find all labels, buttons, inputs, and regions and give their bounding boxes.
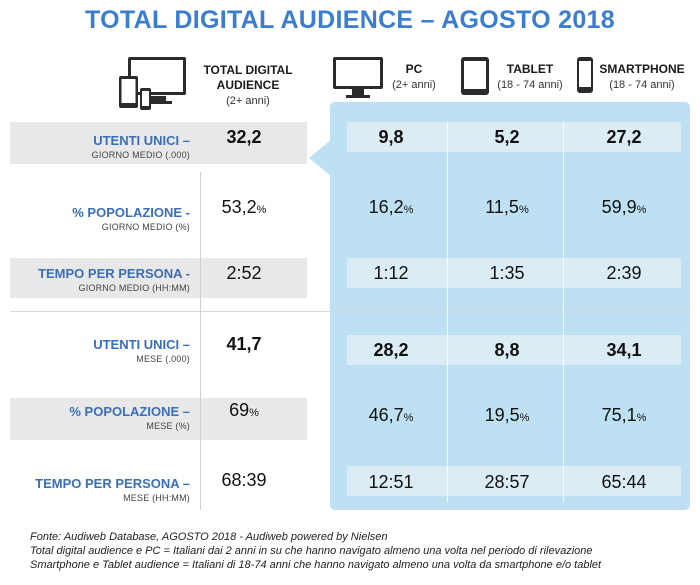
- page-title: TOTAL DIGITAL AUDIENCE – AGOSTO 2018: [85, 6, 615, 34]
- value-tablet: 19,5%: [467, 405, 547, 426]
- value-pc: 1:12: [373, 263, 409, 283]
- divider: [200, 172, 201, 510]
- value-smartphone: 27,2: [606, 127, 642, 147]
- header-pc-label: PC: [405, 62, 423, 76]
- value-total: 32,2: [226, 127, 262, 147]
- value-tablet: 28:57: [484, 472, 530, 492]
- header-pc-sub: (2+ anni): [392, 79, 436, 91]
- value-number: 75,1: [601, 405, 637, 425]
- row-sublabel: MESE (%): [146, 421, 190, 431]
- value-smartphone: 65:44: [601, 472, 647, 492]
- row-label-text: TEMPO PER PERSONA –: [35, 476, 190, 491]
- row-bg: [347, 122, 681, 152]
- panel-notch: [309, 140, 331, 176]
- smartphone-icon: [577, 57, 593, 93]
- value-tablet: 8,8: [494, 340, 520, 360]
- source-line: Fonte: Audiweb Database, AGOSTO 2018 - A…: [30, 531, 388, 543]
- header-total-sub: (2+ anni): [226, 95, 270, 107]
- value-total: 2:52: [226, 263, 262, 283]
- row-label-text: UTENTI UNICI –: [93, 133, 190, 148]
- divider: [447, 122, 448, 502]
- divider: [563, 122, 564, 502]
- source-notes: Fonte: Audiweb Database, AGOSTO 2018 - A…: [30, 530, 690, 572]
- header-pc: PC (2+ anni): [389, 62, 439, 93]
- row-label-tempo-mese: TEMPO PER PERSONA – MESE (HH:MM): [10, 476, 190, 506]
- value-unit: %: [636, 204, 647, 216]
- value-unit: %: [256, 204, 267, 216]
- header-smartphone-label: SMARTPHONE: [599, 62, 685, 76]
- tablet-icon: [461, 57, 489, 95]
- row-sublabel: GIORNO MEDIO (.000): [91, 150, 190, 160]
- row-label-popolazione-mese: % POPOLAZIONE – MESE (%): [10, 404, 190, 434]
- value-smartphone: 75,1%: [584, 405, 664, 426]
- value-pc: 28,2: [373, 340, 409, 360]
- row-label-popolazione-giorno: % POPOLAZIONE - GIORNO MEDIO (%): [10, 205, 190, 235]
- value-number: 59,9: [601, 197, 637, 217]
- row-sublabel: GIORNO MEDIO (%): [101, 222, 190, 232]
- value-pc: 9,8: [378, 127, 404, 147]
- value-total: 41,7: [226, 334, 262, 354]
- value-unit: %: [249, 407, 259, 419]
- row-sublabel: MESE (.000): [136, 354, 190, 364]
- value-pc: 16,2%: [351, 197, 431, 218]
- value-smartphone: 2:39: [606, 263, 642, 283]
- row-label-text: % POPOLAZIONE -: [72, 205, 190, 220]
- value-total: 68:39: [221, 470, 267, 490]
- definition-line-mobile: Smartphone e Tablet audience = Italiani …: [30, 559, 602, 571]
- value-pc: 46,7%: [351, 405, 431, 426]
- row-label-text: TEMPO PER PERSONA -: [38, 266, 190, 281]
- value-total: 69%: [204, 400, 284, 421]
- row-label-text: % POPOLAZIONE –: [69, 404, 190, 419]
- devices-icon: [119, 57, 186, 110]
- row-label-utenti-mese: UTENTI UNICI – MESE (.000): [10, 337, 190, 367]
- value-number: 11,5: [485, 197, 519, 217]
- value-unit: %: [636, 412, 647, 424]
- value-unit: %: [518, 204, 529, 216]
- monitor-icon: [333, 57, 383, 98]
- row-bg: [347, 466, 681, 496]
- row-bg: [347, 258, 681, 288]
- value-tablet: 5,2: [494, 127, 520, 147]
- value-number: 16,2: [368, 197, 404, 217]
- header-smartphone-sub: (18 - 74 anni): [609, 79, 675, 91]
- header-tablet-label: TABLET: [506, 62, 554, 76]
- header-total: TOTAL DIGITAL AUDIENCE (2+ anni): [193, 63, 303, 109]
- value-unit: %: [403, 204, 414, 216]
- value-number: 19,5: [484, 405, 520, 425]
- row-bg: [347, 335, 681, 365]
- header-smartphone: SMARTPHONE (18 - 74 anni): [597, 62, 687, 93]
- row-label-utenti-giorno: UTENTI UNICI – GIORNO MEDIO (.000): [10, 133, 190, 163]
- header-total-label: TOTAL DIGITAL AUDIENCE: [203, 63, 293, 92]
- divider: [10, 311, 690, 312]
- value-unit: %: [403, 412, 414, 424]
- value-tablet: 11,5%: [467, 197, 547, 218]
- device-panel: [330, 102, 690, 510]
- value-number: 53,2: [221, 197, 257, 217]
- value-total: 53,2%: [204, 197, 284, 218]
- value-tablet: 1:35: [489, 263, 525, 283]
- value-pc: 12:51: [368, 472, 414, 492]
- value-number: 46,7: [368, 405, 404, 425]
- header-tablet-sub: (18 - 74 anni): [497, 79, 563, 91]
- value-unit: %: [519, 412, 530, 424]
- value-smartphone: 59,9%: [584, 197, 664, 218]
- header-tablet: TABLET (18 - 74 anni): [490, 62, 570, 93]
- row-label-text: UTENTI UNICI –: [93, 337, 190, 352]
- row-sublabel: MESE (HH:MM): [123, 493, 190, 503]
- definition-line-pc: Total digital audience e PC = Italiani d…: [30, 545, 593, 557]
- row-label-tempo-giorno: TEMPO PER PERSONA - GIORNO MEDIO (HH:MM): [10, 266, 190, 296]
- row-sublabel: GIORNO MEDIO (HH:MM): [78, 283, 190, 293]
- value-smartphone: 34,1: [606, 340, 642, 360]
- row-bg: [10, 122, 307, 164]
- row-bg: [10, 398, 307, 440]
- value-number: 69: [229, 400, 250, 420]
- row-bg: [10, 258, 307, 298]
